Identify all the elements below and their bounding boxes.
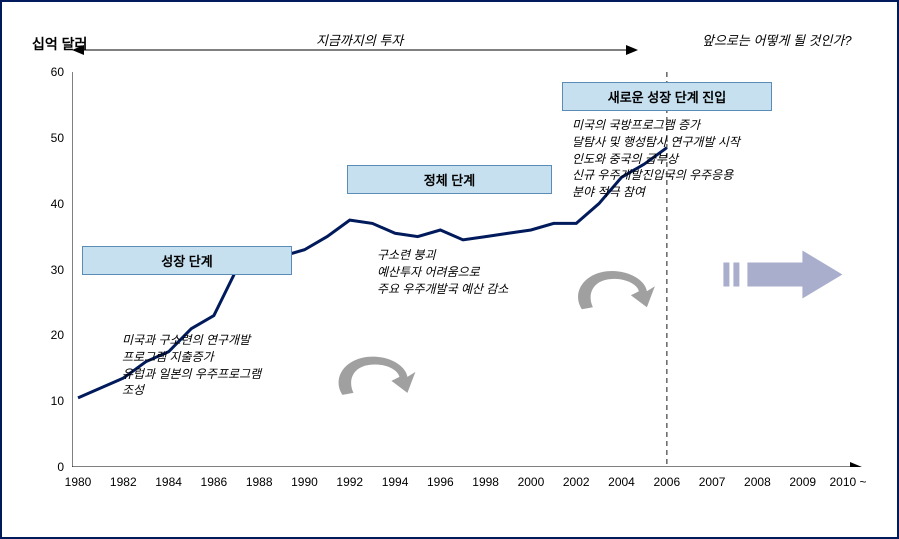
x-tick-label: 1984 [155, 475, 182, 489]
x-tick-label: 1982 [110, 475, 137, 489]
x-tick-label: 1988 [246, 475, 273, 489]
header-left-label: 지금까지의 투자 [312, 30, 407, 49]
phase-box: 새로운 성장 단계 진입 [562, 82, 772, 111]
x-tick-label: 2009 [789, 475, 816, 489]
y-tick-label: 40 [34, 197, 64, 211]
x-tick-label: 2000 [518, 475, 545, 489]
x-tick-label: 1990 [291, 475, 318, 489]
x-tick-label: 2006 [653, 475, 680, 489]
phase-box: 성장 단계 [82, 246, 292, 275]
annotation-text: 구소련 붕괴예산투자 어려움으로주요 우주개발국 예산 감소 [377, 247, 508, 297]
y-tick-label: 50 [34, 131, 64, 145]
x-tick-label: 1986 [201, 475, 228, 489]
header-right-label: 앞으로는 어떻게 될 것인가? [702, 30, 852, 49]
chart-container: 십억 달러 지금까지의 투자 앞으로는 어떻게 될 것인가? [0, 0, 899, 539]
x-tick-label: 1998 [472, 475, 499, 489]
annotation-text: 미국의 국방프로그램 증가달탐사 및 행성탐사 연구개발 시작인도와 중국의 급… [572, 117, 740, 201]
x-tick-label: 1994 [382, 475, 409, 489]
x-tick-label: 2004 [608, 475, 635, 489]
y-tick-label: 60 [34, 65, 64, 79]
y-tick-label: 20 [34, 328, 64, 342]
x-tick-label: 2010 ~ [829, 475, 866, 489]
x-tick-label: 1996 [427, 475, 454, 489]
x-tick-label: 2008 [744, 475, 771, 489]
chart-area: 성장 단계 정체 단계 새로운 성장 단계 진입미국과 구소련의 연구개발프로그램 … [72, 72, 862, 467]
y-tick-label: 0 [34, 460, 64, 474]
y-tick-label: 30 [34, 263, 64, 277]
x-tick-label: 2002 [563, 475, 590, 489]
y-tick-label: 10 [34, 394, 64, 408]
annotation-text: 미국과 구소련의 연구개발프로그램 지출증가유럽과 일본의 우주프로그램조성 [122, 332, 261, 399]
x-tick-label: 1980 [65, 475, 92, 489]
x-tick-label: 2007 [699, 475, 726, 489]
x-tick-label: 1992 [336, 475, 363, 489]
phase-box: 정체 단계 [347, 165, 552, 194]
